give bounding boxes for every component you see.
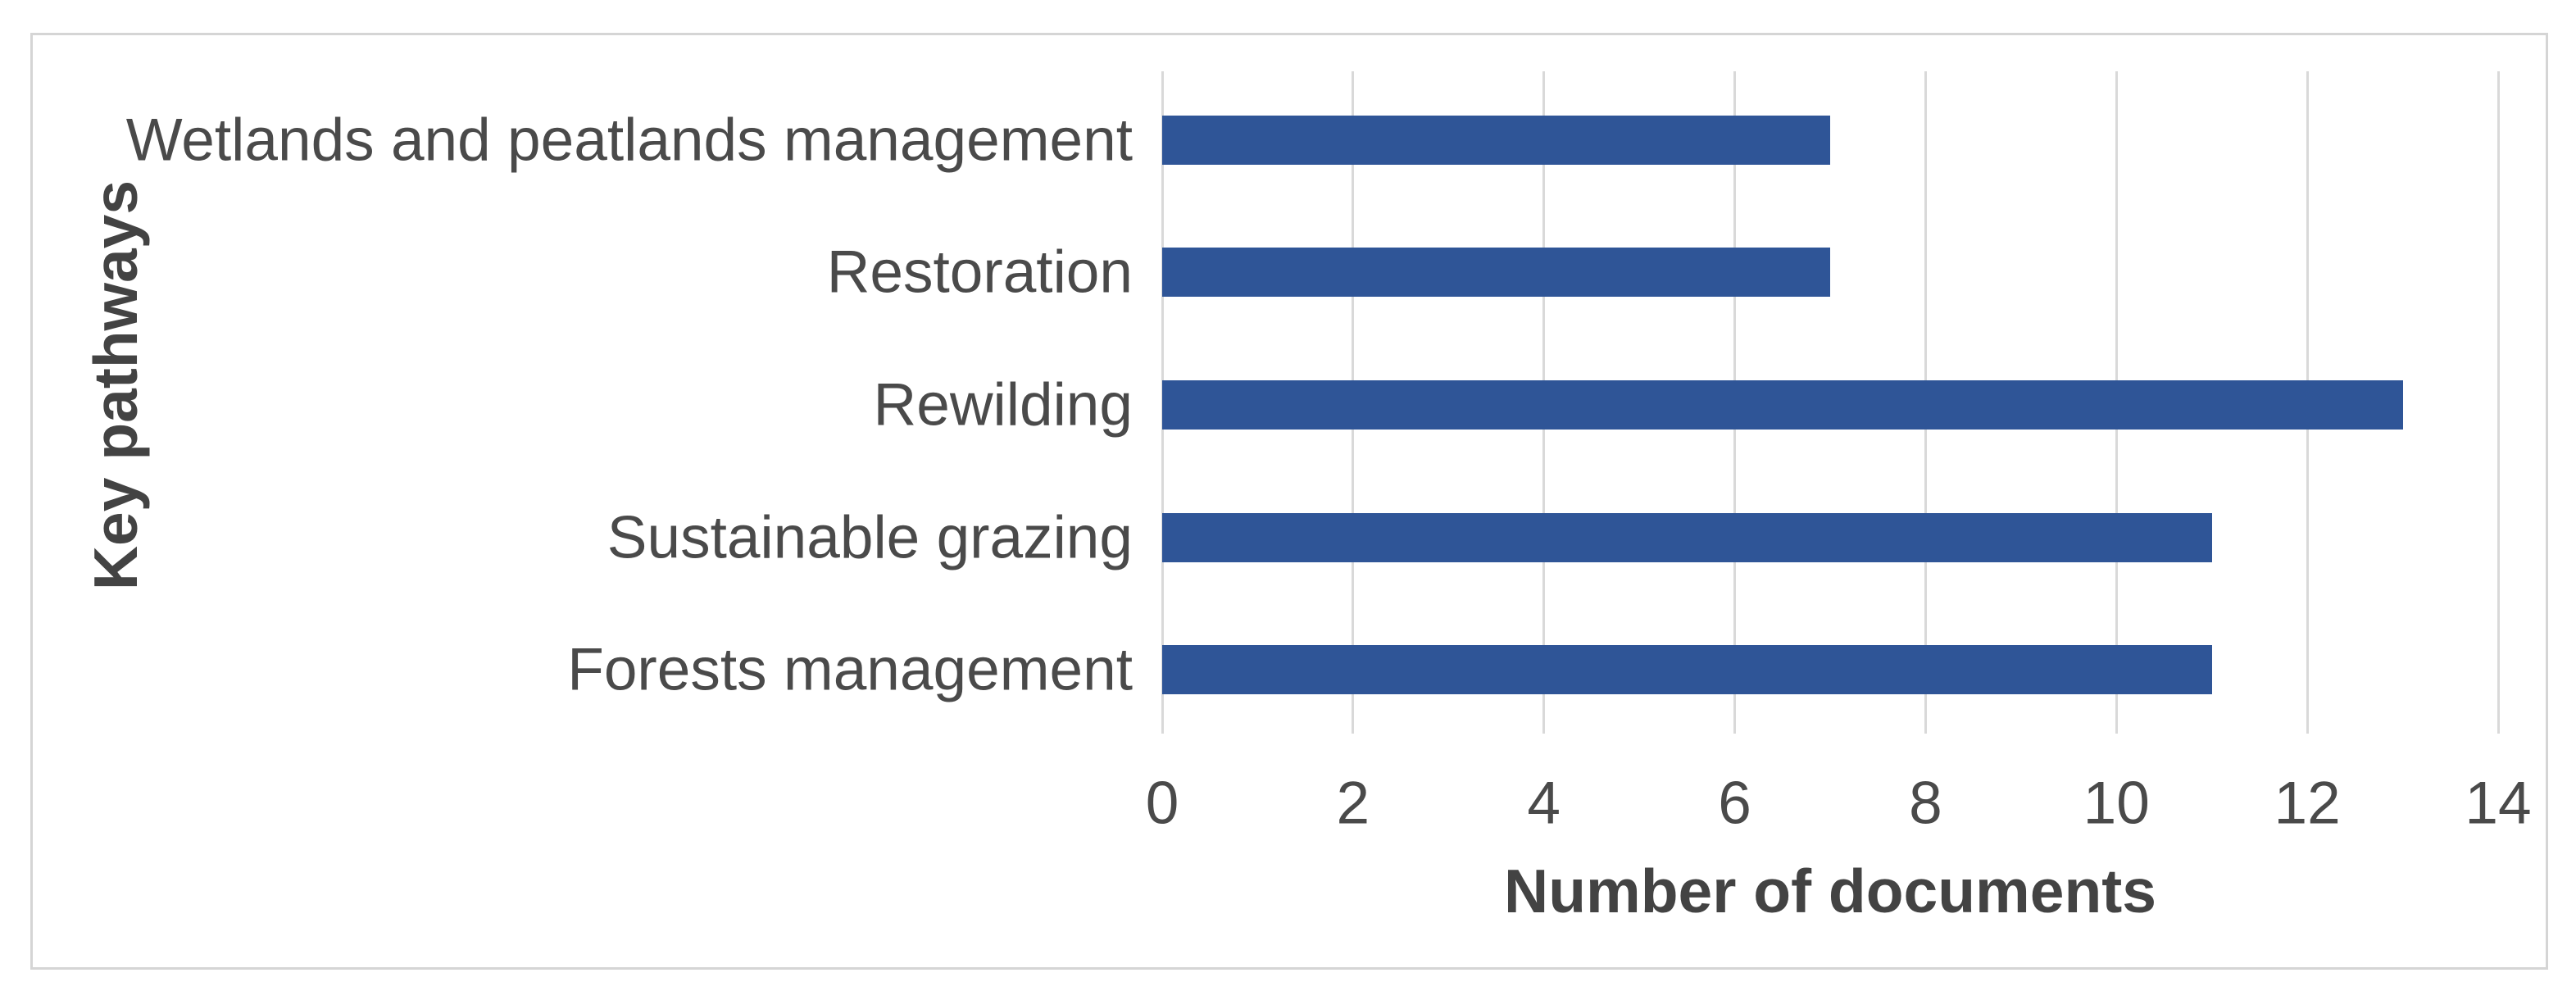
x-tick-label: 8 <box>1909 770 1942 837</box>
x-tick-label: 12 <box>2274 770 2341 837</box>
gridline <box>2496 71 2500 734</box>
x-tick-label: 6 <box>1718 770 1751 837</box>
y-axis-title: Key pathways <box>81 180 150 591</box>
category-label: Restoration <box>826 239 1133 306</box>
bar <box>1162 645 2212 695</box>
bar <box>1162 115 1830 165</box>
bar <box>1162 380 2403 430</box>
x-tick-label: 10 <box>2083 770 2150 837</box>
x-axis-title: Number of documents <box>1504 857 2156 925</box>
category-label: Sustainable grazing <box>607 504 1133 571</box>
x-tick-label: 14 <box>2465 770 2532 837</box>
x-tick-label: 2 <box>1336 770 1370 837</box>
chart-frame <box>30 33 2548 970</box>
category-label: Wetlands and peatlands management <box>125 107 1133 174</box>
x-tick-label: 4 <box>1527 770 1561 837</box>
category-label: Rewilding <box>873 371 1134 439</box>
bar <box>1162 248 1830 298</box>
category-label: Forests management <box>567 636 1133 703</box>
x-tick-label: 0 <box>1145 770 1179 837</box>
bar <box>1162 512 2212 562</box>
